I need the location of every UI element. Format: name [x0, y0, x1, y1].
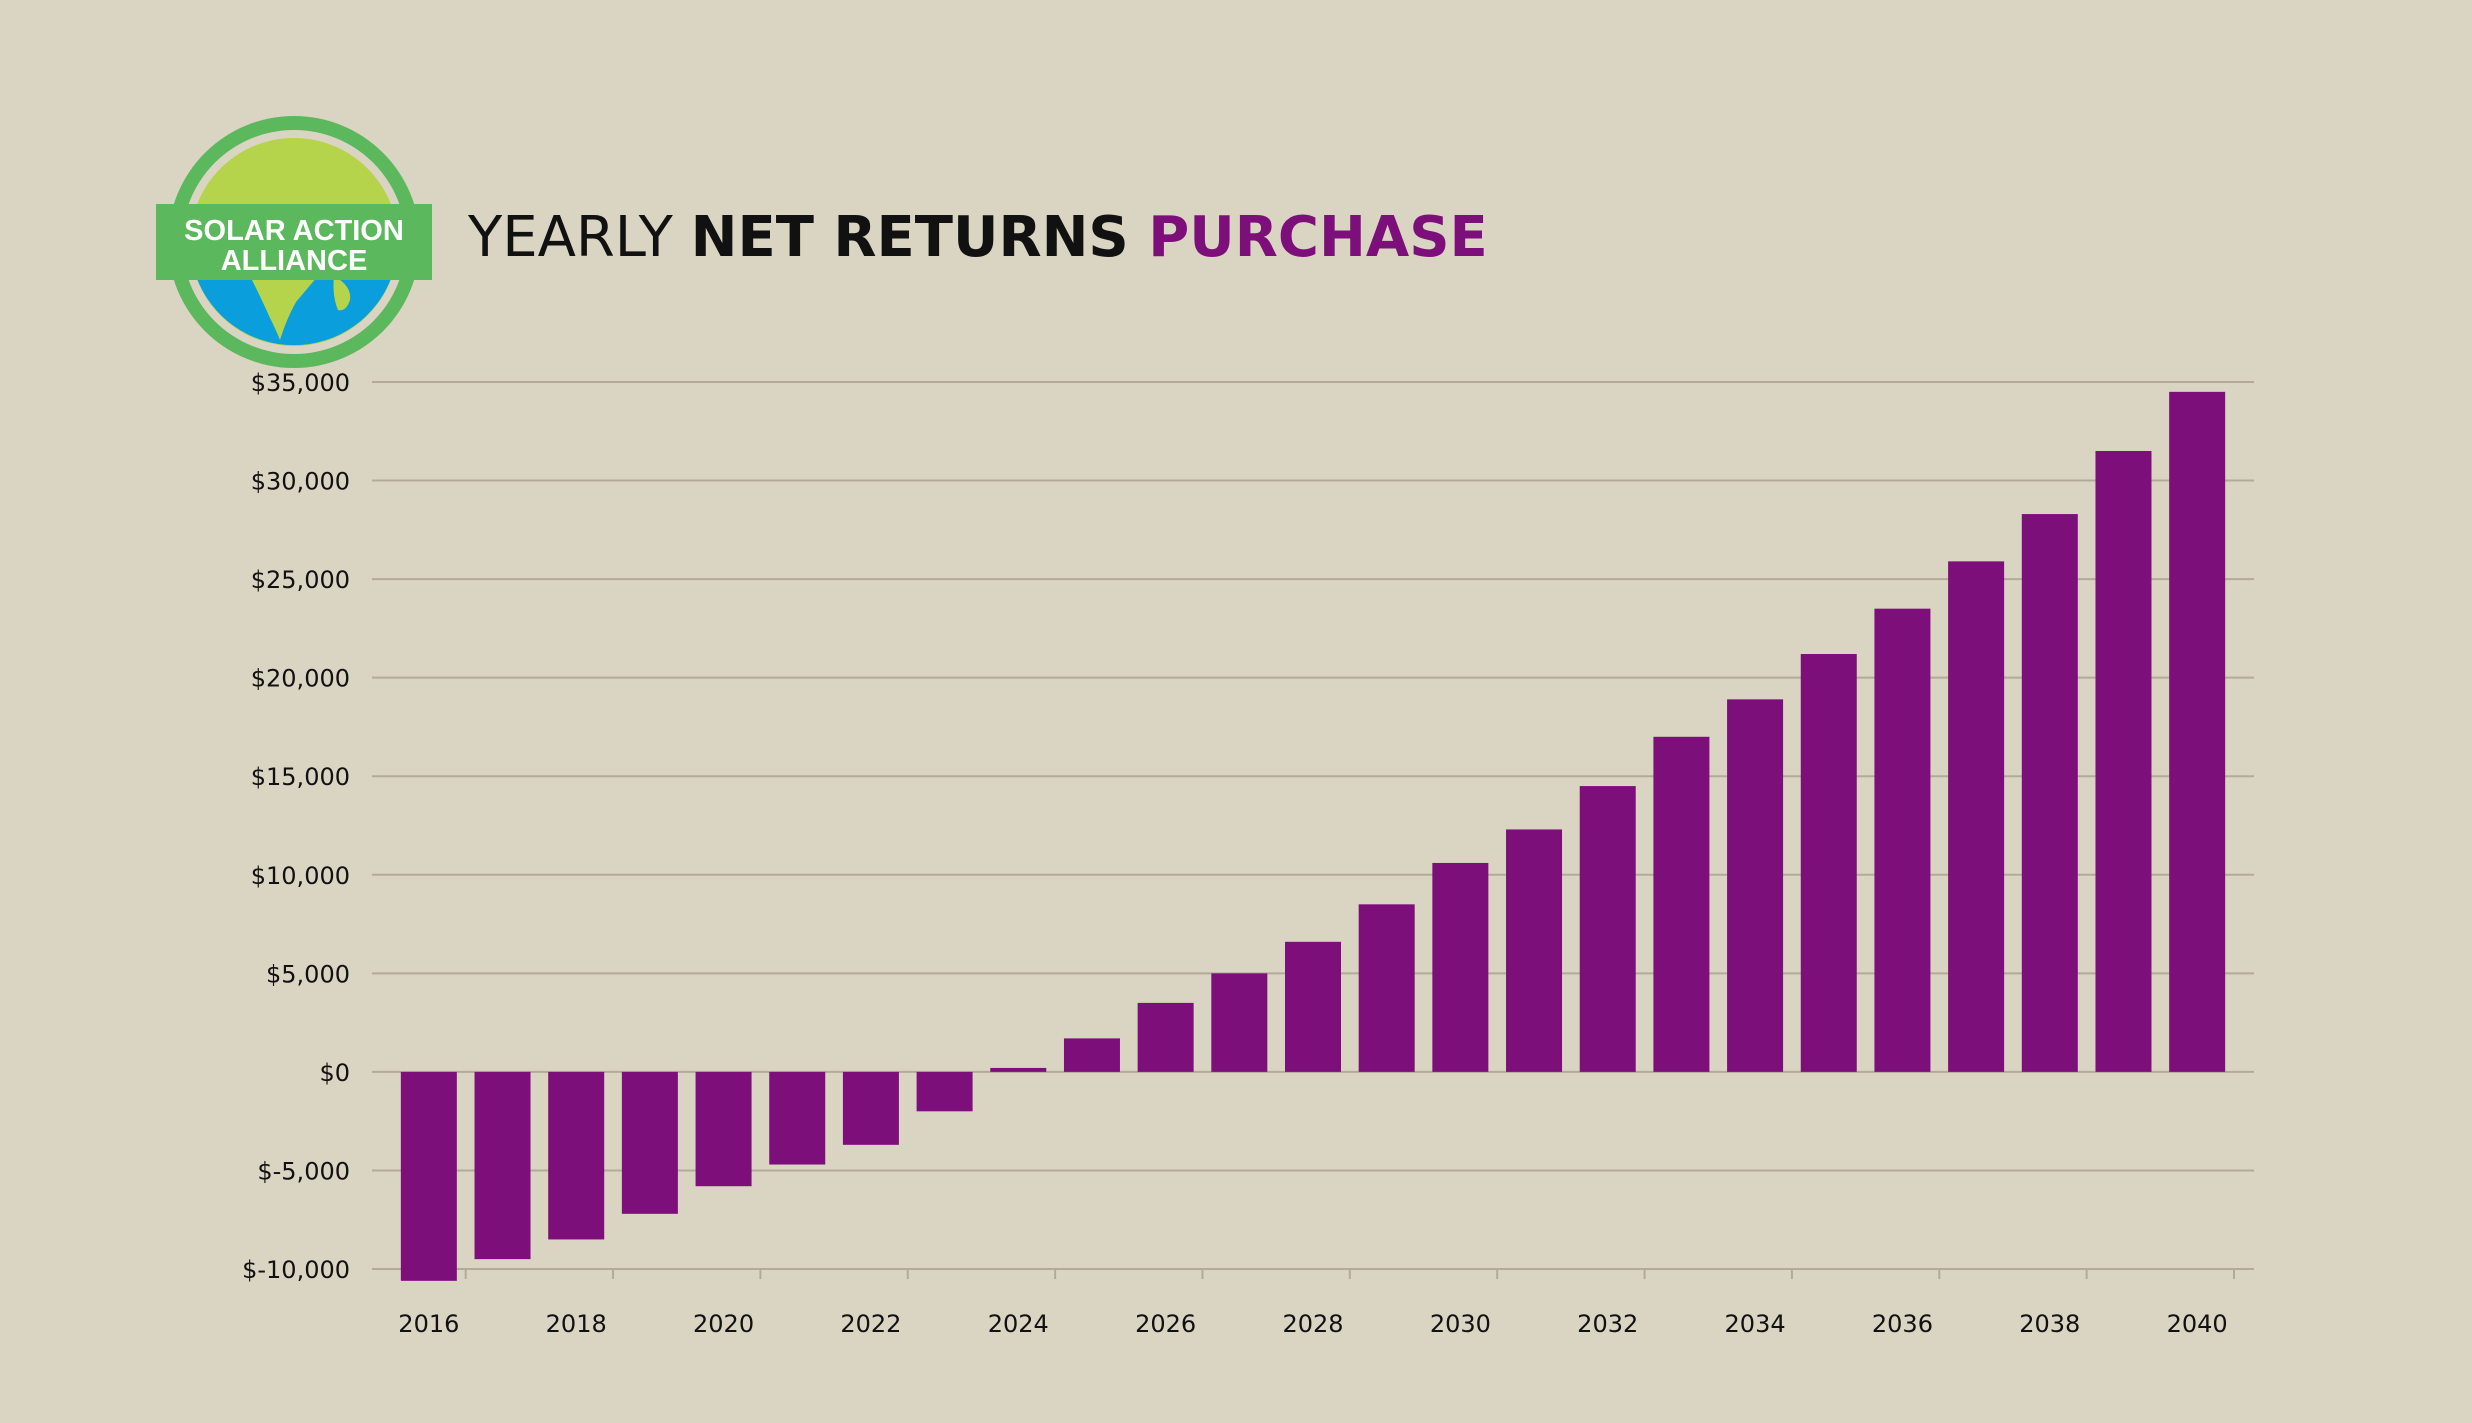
x-tick-label: 2040 [2167, 1310, 2228, 1338]
bar [1579, 786, 1636, 1072]
bar [2021, 514, 2078, 1072]
bar [1800, 654, 1857, 1072]
title-part-2: NET RETURNS [691, 205, 1149, 270]
bar [1948, 561, 2005, 1072]
y-tick-label: $15,000 [251, 763, 350, 791]
x-tick-label: 2016 [398, 1310, 459, 1338]
grid-lines [372, 381, 2254, 1270]
bar [1432, 862, 1489, 1072]
x-tick-label: 2038 [2019, 1310, 2080, 1338]
x-tick-label: 2018 [546, 1310, 607, 1338]
bar [1727, 699, 1784, 1072]
logo-earth-land [250, 276, 318, 340]
bar [1211, 973, 1268, 1072]
bar [842, 1071, 899, 1145]
bar [1874, 608, 1931, 1072]
bar [2095, 450, 2152, 1072]
x-tick-label: 2024 [988, 1310, 1049, 1338]
bar [990, 1067, 1047, 1072]
bar [1063, 1038, 1120, 1072]
bar [474, 1071, 531, 1260]
y-tick-label: $5,000 [266, 960, 350, 988]
y-tick-label: $25,000 [251, 566, 350, 594]
y-tick-label: $0 [319, 1059, 350, 1087]
y-tick-label: $20,000 [251, 665, 350, 693]
y-tick-label: $35,000 [251, 369, 350, 397]
solar-action-alliance-logo: SOLAR ACTION ALLIANCE [156, 116, 432, 368]
chart-title: YEARLY NET RETURNS PURCHASE [467, 205, 1488, 270]
x-tick-label: 2020 [693, 1310, 754, 1338]
bar [621, 1071, 678, 1214]
y-tick-label: $10,000 [251, 862, 350, 890]
bar [769, 1071, 826, 1165]
bar [695, 1071, 752, 1187]
x-tick-label: 2032 [1577, 1310, 1638, 1338]
y-axis-tick-labels: $35,000 $30,000 $25,000 $20,000 $15,000 $10,0… [242, 369, 350, 1284]
title-part-1: YEARLY [467, 205, 691, 270]
bar [400, 1071, 457, 1281]
bar [1358, 904, 1415, 1072]
bar [1653, 736, 1710, 1072]
bar [1137, 1002, 1194, 1072]
x-tick-label: 2022 [840, 1310, 901, 1338]
x-tick-label: 2028 [1282, 1310, 1343, 1338]
logo-earth-land-small [333, 276, 351, 311]
bar [916, 1071, 973, 1112]
bar [1506, 829, 1563, 1072]
bars [400, 391, 2226, 1281]
bar [548, 1071, 605, 1240]
y-tick-label: $-10,000 [242, 1256, 350, 1284]
logo-text-line2: ALLIANCE [221, 245, 368, 277]
title-part-3: PURCHASE [1148, 205, 1488, 270]
x-tick-label: 2034 [1725, 1310, 1786, 1338]
bar [2169, 391, 2226, 1072]
logo-banner [156, 204, 432, 280]
x-axis-tick-labels: 2016 2018 2020 2022 2024 2026 2028 2030 2032 2034… [398, 1269, 2235, 1338]
bar [1285, 941, 1341, 1072]
x-tick-label: 2030 [1430, 1310, 1491, 1338]
y-tick-label: $-5,000 [257, 1157, 350, 1185]
x-tick-label: 2026 [1135, 1310, 1196, 1338]
logo-text-line1: SOLAR ACTION [184, 215, 404, 247]
x-tick-label: 2036 [1872, 1310, 1933, 1338]
y-tick-label: $30,000 [251, 468, 350, 496]
